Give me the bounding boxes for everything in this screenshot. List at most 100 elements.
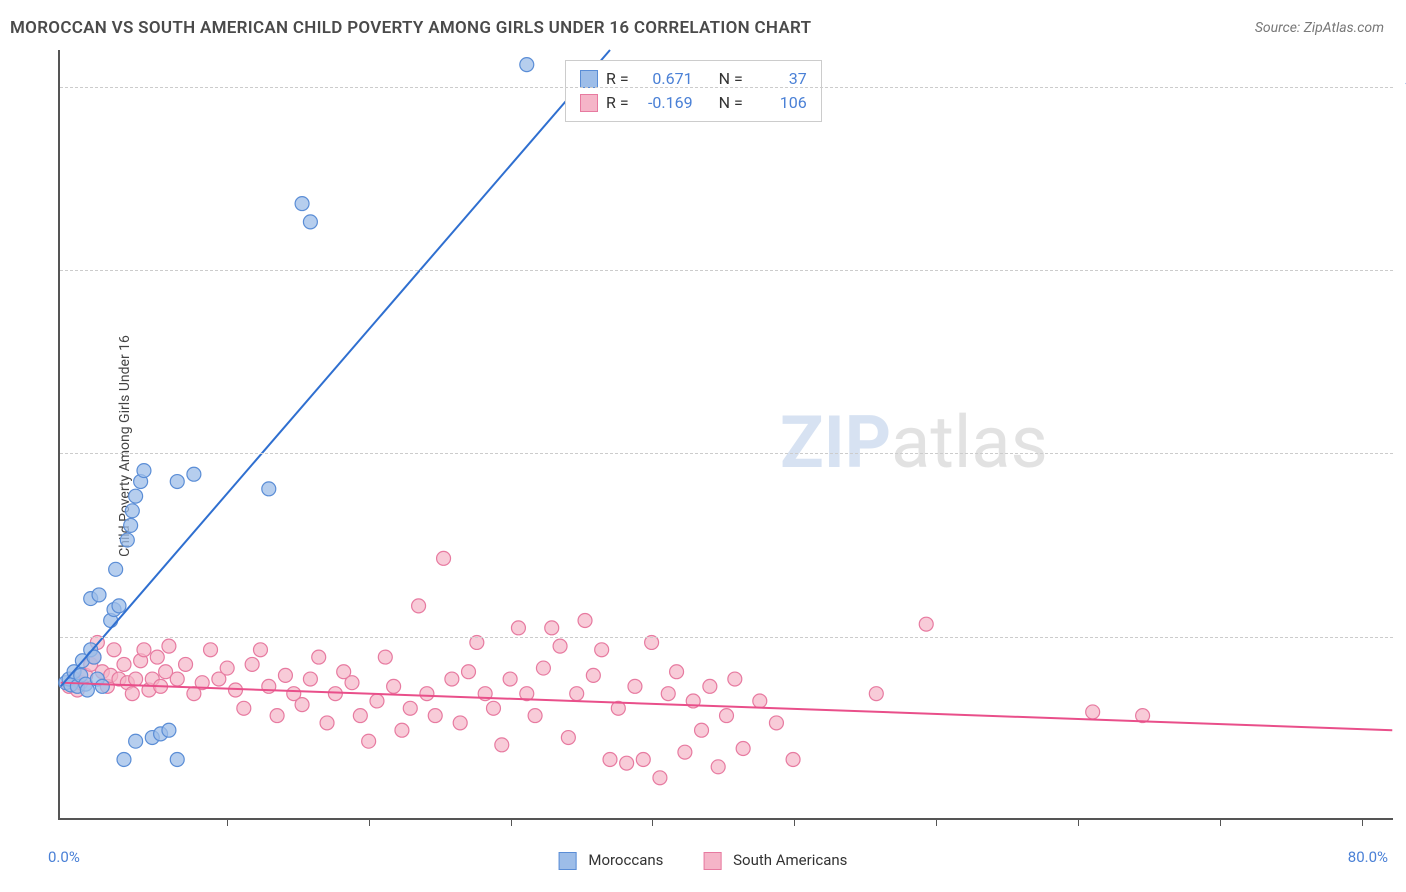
data-point [520,58,534,72]
x-tick [1362,818,1363,826]
data-point [453,716,467,730]
data-point [495,738,509,752]
x-end-label: 80.0% [1348,848,1388,866]
legend: Moroccans South Americans [559,851,848,870]
gridline [60,637,1393,638]
data-point [412,599,426,613]
legend-label-1: Moroccans [588,851,663,869]
x-tick [652,818,653,826]
data-point [109,562,123,576]
data-point [320,716,334,730]
x-tick [1220,818,1221,826]
data-point [107,643,121,657]
data-point [162,639,176,653]
data-point [117,753,131,767]
data-point [303,672,317,686]
data-point [278,668,292,682]
data-point [553,639,567,653]
data-point [253,643,267,657]
data-point [678,745,692,759]
data-point [370,694,384,708]
x-tick [1078,818,1079,826]
chart-title: MOROCCAN VS SOUTH AMERICAN CHILD POVERTY… [10,18,811,38]
data-point [378,650,392,664]
data-point [245,657,259,671]
data-point [753,694,767,708]
x-tick [794,818,795,826]
data-point [295,197,309,211]
data-point [170,753,184,767]
chart-svg [60,50,1393,818]
data-point [703,679,717,693]
stats-row-2: R = -0.169 N = 106 [580,91,807,115]
source-label: Source: ZipAtlas.com [1255,20,1384,36]
data-point [578,614,592,628]
gridline [60,270,1393,271]
data-point [95,679,109,693]
data-point [395,723,409,737]
data-point [124,518,138,532]
data-point [620,756,634,770]
data-point [170,672,184,686]
data-point [595,643,609,657]
data-point [262,482,276,496]
legend-swatch-1 [559,852,577,870]
data-point [437,551,451,565]
data-point [736,742,750,756]
data-point [120,533,134,547]
data-point [220,661,234,675]
data-point [586,668,600,682]
data-point [528,709,542,723]
x-tick [369,818,370,826]
data-point [353,709,367,723]
data-point [387,679,401,693]
data-point [312,650,326,664]
gridline [60,453,1393,454]
data-point [711,760,725,774]
data-point [362,734,376,748]
data-point [80,683,94,697]
data-point [237,701,251,715]
data-point [270,709,284,723]
data-point [150,650,164,664]
stats-n-2: 106 [751,91,807,115]
data-point [420,687,434,701]
data-point [204,643,218,657]
data-point [503,672,517,686]
data-point [345,676,359,690]
data-point [636,753,650,767]
data-point [92,588,106,602]
data-point [570,687,584,701]
data-point [129,734,143,748]
stats-n-label-2: N = [719,91,743,115]
data-point [653,771,667,785]
stats-r-2: -0.169 [637,91,693,115]
y-tick-label: 100.0% [1398,78,1406,96]
gridline [60,87,1393,88]
stats-swatch-1 [580,70,598,88]
data-point [162,723,176,737]
data-point [670,665,684,679]
stats-r-label-2: R = [606,91,629,115]
y-tick-label: 25.0% [1398,628,1406,646]
data-point [919,617,933,631]
data-point [487,701,501,715]
trend-line [61,50,610,686]
legend-item-2: South Americans [703,851,847,870]
data-point [428,709,442,723]
data-point [720,709,734,723]
stats-swatch-2 [580,94,598,112]
x-start-label: 0.0% [48,848,80,866]
x-tick [227,818,228,826]
data-point [661,687,675,701]
data-point [117,657,131,671]
data-point [187,467,201,481]
plot-area: ZIPatlas R = 0.671 N = 37 R = -0.169 N =… [58,50,1393,820]
x-tick [511,818,512,826]
data-point [129,489,143,503]
data-point [628,679,642,693]
data-point [179,657,193,671]
data-point [545,621,559,635]
x-tick [936,818,937,826]
data-point [728,672,742,686]
